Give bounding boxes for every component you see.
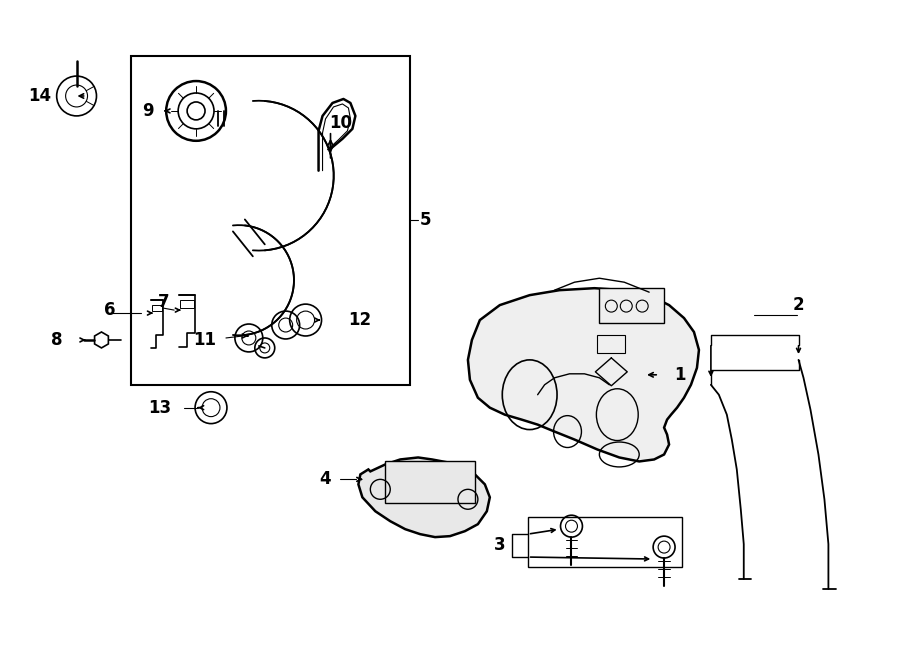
- Text: 14: 14: [28, 87, 51, 105]
- Text: 9: 9: [142, 102, 154, 120]
- Text: 1: 1: [674, 366, 686, 384]
- Bar: [152, 305, 162, 311]
- Text: 3: 3: [494, 536, 506, 554]
- Text: 6: 6: [104, 301, 115, 319]
- Text: 7: 7: [158, 293, 169, 311]
- Bar: [527, 517, 682, 567]
- Bar: [180, 300, 194, 308]
- Bar: [385, 461, 475, 503]
- Text: 13: 13: [148, 399, 171, 416]
- Text: 5: 5: [419, 212, 431, 229]
- Text: 4: 4: [319, 471, 330, 488]
- Text: 8: 8: [51, 331, 62, 349]
- Bar: [131, 56, 410, 385]
- Bar: [599, 288, 664, 323]
- Polygon shape: [468, 288, 699, 461]
- Text: 2: 2: [793, 296, 805, 314]
- Polygon shape: [358, 457, 490, 537]
- Bar: [598, 335, 626, 353]
- Text: 10: 10: [329, 114, 352, 132]
- Text: 12: 12: [348, 311, 372, 329]
- Text: 11: 11: [193, 331, 216, 349]
